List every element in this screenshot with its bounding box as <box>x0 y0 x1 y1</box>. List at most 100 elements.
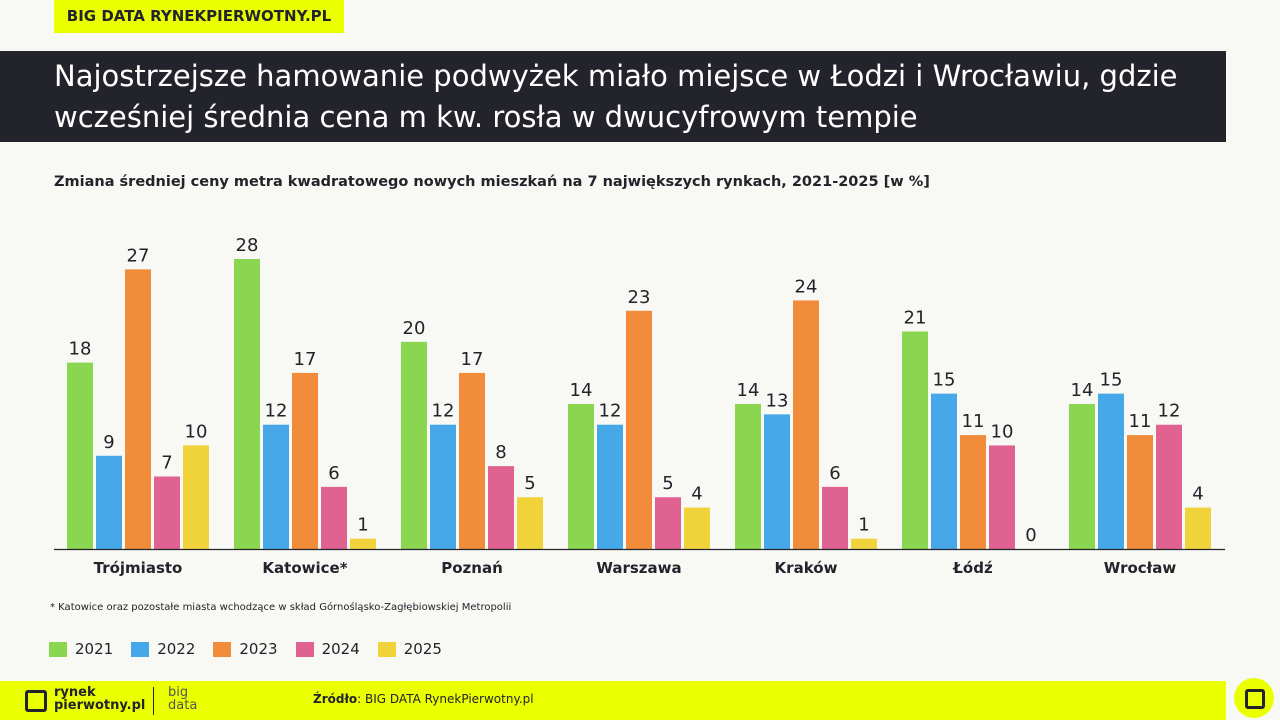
data-label: 5 <box>662 473 673 494</box>
category-label: Poznań <box>441 559 503 577</box>
logo-icon <box>25 690 47 712</box>
legend-swatch <box>295 641 314 657</box>
legend-label: 2023 <box>239 640 278 658</box>
legend-swatch <box>377 641 396 657</box>
bar <box>1098 393 1124 549</box>
logo-b1: big <box>168 685 189 700</box>
data-label: 6 <box>328 463 339 484</box>
data-label: 13 <box>766 390 789 411</box>
page-title: Najostrzejsze hamowanie podwyżek miało m… <box>54 59 1178 134</box>
data-label: 7 <box>161 453 172 474</box>
data-label: 11 <box>1129 411 1152 432</box>
data-label: 4 <box>691 484 702 505</box>
data-label: 23 <box>628 287 651 308</box>
category-label: Kraków <box>775 559 838 577</box>
data-label: 11 <box>962 411 985 432</box>
legend-item: 2022 <box>131 640 195 658</box>
source-text: : BIG DATA RynekPierwotny.pl <box>357 692 534 706</box>
category-label: Trójmiasto <box>94 559 183 577</box>
bar <box>67 362 93 549</box>
logo-divider <box>153 687 154 715</box>
data-label: 1 <box>858 515 869 536</box>
data-label: 12 <box>1158 401 1181 422</box>
bar <box>1069 404 1095 549</box>
data-label: 14 <box>570 380 593 401</box>
bar <box>350 538 376 549</box>
bar <box>851 538 877 549</box>
data-label: 17 <box>461 349 484 370</box>
source: Źródło: BIG DATA RynekPierwotny.pl <box>313 692 534 706</box>
bar-chart: 18 9 27 7 10 Trójmiasto 28 12 17 6 1 Katowice* 20 12 1… <box>54 235 1225 577</box>
category-label: Katowice* <box>262 559 347 577</box>
legend-label: 2025 <box>403 640 442 658</box>
bar <box>1156 424 1182 549</box>
data-label: 21 <box>904 308 927 329</box>
bar <box>234 259 260 549</box>
big-data-logo: big data <box>168 686 197 712</box>
bar <box>292 372 318 549</box>
bar <box>931 393 957 549</box>
category-label: Łódź <box>952 559 993 577</box>
legend-label: 2024 <box>321 640 360 658</box>
bar <box>154 476 180 549</box>
footnote: * Katowice oraz pozostałe miasta wchodzą… <box>50 602 512 613</box>
logo-b2: data <box>168 698 198 713</box>
legend-label: 2021 <box>75 640 114 658</box>
data-label: 12 <box>432 401 455 422</box>
logo-badge <box>1234 678 1274 718</box>
bar <box>989 445 1015 549</box>
bar <box>822 486 848 549</box>
data-label: 6 <box>829 463 840 484</box>
data-label: 28 <box>236 235 259 256</box>
bar <box>764 414 790 549</box>
data-label: 18 <box>69 339 92 360</box>
data-label: 14 <box>737 380 760 401</box>
brand-tag: BIG DATA RYNEKPIERWOTNY.PL <box>54 0 344 33</box>
legend-label: 2022 <box>157 640 196 658</box>
bar <box>430 424 456 549</box>
logo-line2: pierwotny.pl <box>54 698 146 713</box>
data-label: 12 <box>265 401 288 422</box>
bar <box>655 497 681 549</box>
bar <box>488 466 514 549</box>
legend-item: 2021 <box>49 640 113 658</box>
legend: 2021 2022 2023 2024 2025 <box>49 640 442 658</box>
source-label: Źródło <box>313 692 358 706</box>
legend-item: 2024 <box>295 640 360 658</box>
data-label: 4 <box>1192 484 1203 505</box>
data-label: 15 <box>933 370 956 391</box>
legend-swatch <box>131 641 150 657</box>
bar <box>626 310 652 549</box>
logo-icon <box>1245 689 1265 709</box>
bar <box>684 507 710 549</box>
data-label: 5 <box>524 473 535 494</box>
bar <box>401 341 427 549</box>
bar <box>960 435 986 549</box>
data-label: 9 <box>103 432 114 453</box>
logo-text: rynek pierwotny.pl <box>54 686 145 712</box>
legend-item: 2023 <box>213 640 278 658</box>
data-label: 8 <box>495 442 506 463</box>
data-label: 20 <box>403 318 426 339</box>
data-label: 10 <box>991 421 1014 442</box>
category-label: Warszawa <box>596 559 681 577</box>
bar <box>735 404 761 549</box>
legend-swatch <box>49 641 67 657</box>
data-label: 0 <box>1025 525 1036 546</box>
bar <box>263 424 289 549</box>
data-label: 15 <box>1100 370 1123 391</box>
data-label: 14 <box>1071 380 1094 401</box>
chart-title: Zmiana średniej ceny metra kwadratowego … <box>54 174 930 190</box>
footer: rynek pierwotny.pl big data Źródło: BIG DA… <box>0 681 1226 720</box>
bar <box>321 486 347 549</box>
category-label: Wrocław <box>1104 559 1177 577</box>
bar <box>125 269 151 549</box>
bar <box>96 455 122 549</box>
legend-item: 2025 <box>377 640 442 658</box>
bar <box>183 445 209 549</box>
bar <box>902 331 928 549</box>
bar <box>1127 435 1153 549</box>
bar <box>517 497 543 549</box>
data-label: 27 <box>127 245 150 266</box>
data-label: 17 <box>294 349 317 370</box>
